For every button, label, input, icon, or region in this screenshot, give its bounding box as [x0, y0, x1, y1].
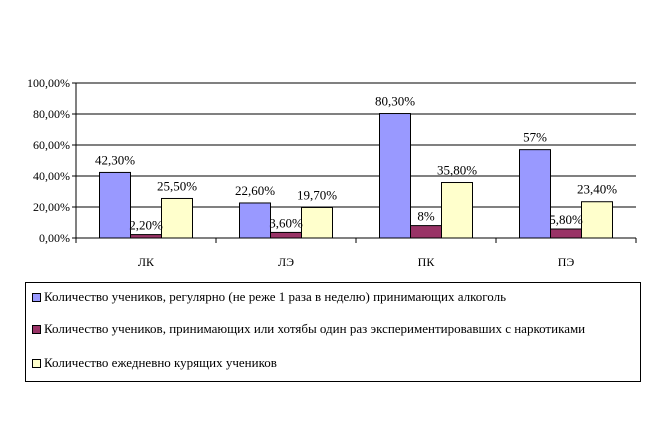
data-label: 8%	[417, 209, 435, 224]
bar	[161, 197, 193, 239]
bar	[550, 228, 582, 239]
bar	[379, 113, 411, 239]
legend-swatch-drugs	[32, 325, 41, 334]
data-label: 25,50%	[157, 178, 197, 193]
legend-swatch-alcohol	[32, 293, 41, 302]
y-tick-label: 60,00%	[33, 138, 70, 152]
data-label: 35,80%	[437, 163, 477, 178]
data-label: 3,60%	[269, 215, 303, 230]
data-label: 19,70%	[297, 187, 337, 202]
bar	[130, 234, 162, 239]
y-tick-labels: 0,00% 20,00% 40,00% 60,00% 80,00% 100,00%	[27, 76, 70, 245]
legend-label-drugs: Количество учеников, принимающих или хот…	[44, 321, 586, 336]
legend-label-alcohol: Количество учеников, регулярно (не реже …	[44, 289, 507, 304]
data-label: 42,30%	[95, 152, 135, 167]
legend-label-smoking: Количество ежедневно курящих учеников	[44, 355, 277, 370]
y-tick-label: 20,00%	[33, 200, 70, 214]
bar	[410, 225, 442, 239]
bar	[441, 182, 473, 239]
y-tick-label: 0,00%	[39, 231, 70, 245]
bar	[99, 171, 131, 239]
legend-item-drugs: Количество учеников, принимающих или хот…	[32, 321, 634, 337]
y-tick-label: 80,00%	[33, 107, 70, 121]
y-tick-label: 40,00%	[33, 169, 70, 183]
bars	[99, 113, 613, 239]
data-label: 23,40%	[577, 182, 617, 197]
legend-swatch-smoking	[32, 359, 41, 368]
legend: Количество учеников, регулярно (не реже …	[25, 282, 641, 382]
data-label: 5,80%	[549, 212, 583, 227]
legend-item-alcohol: Количество учеников, регулярно (не реже …	[32, 289, 634, 305]
bar	[270, 231, 302, 239]
bar	[239, 202, 271, 239]
bar	[301, 206, 333, 239]
category-label: ПЭ	[558, 255, 575, 269]
axes	[72, 82, 637, 243]
category-label: ПК	[418, 255, 436, 269]
data-labels: 42,30% 2,20% 25,50% 22,60% 3,60% 19,70% 80,30%…	[95, 94, 617, 233]
y-tick-label: 100,00%	[27, 76, 70, 90]
data-label: 80,30%	[375, 94, 415, 109]
category-label: ЛК	[138, 255, 155, 269]
bar-chart: 0,00%20,00%40,00%60,00%80,00%100,00% ЛК Л…	[27, 76, 637, 269]
data-label: 2,20%	[129, 218, 163, 233]
bar	[581, 201, 613, 239]
data-label: 57%	[523, 130, 547, 145]
bar	[519, 149, 551, 239]
category-labels: ЛК ЛЭ ПК ПЭ	[138, 255, 574, 269]
data-label: 22,60%	[235, 183, 275, 198]
legend-item-smoking: Количество ежедневно курящих учеников	[32, 355, 634, 371]
category-label: ЛЭ	[278, 255, 294, 269]
